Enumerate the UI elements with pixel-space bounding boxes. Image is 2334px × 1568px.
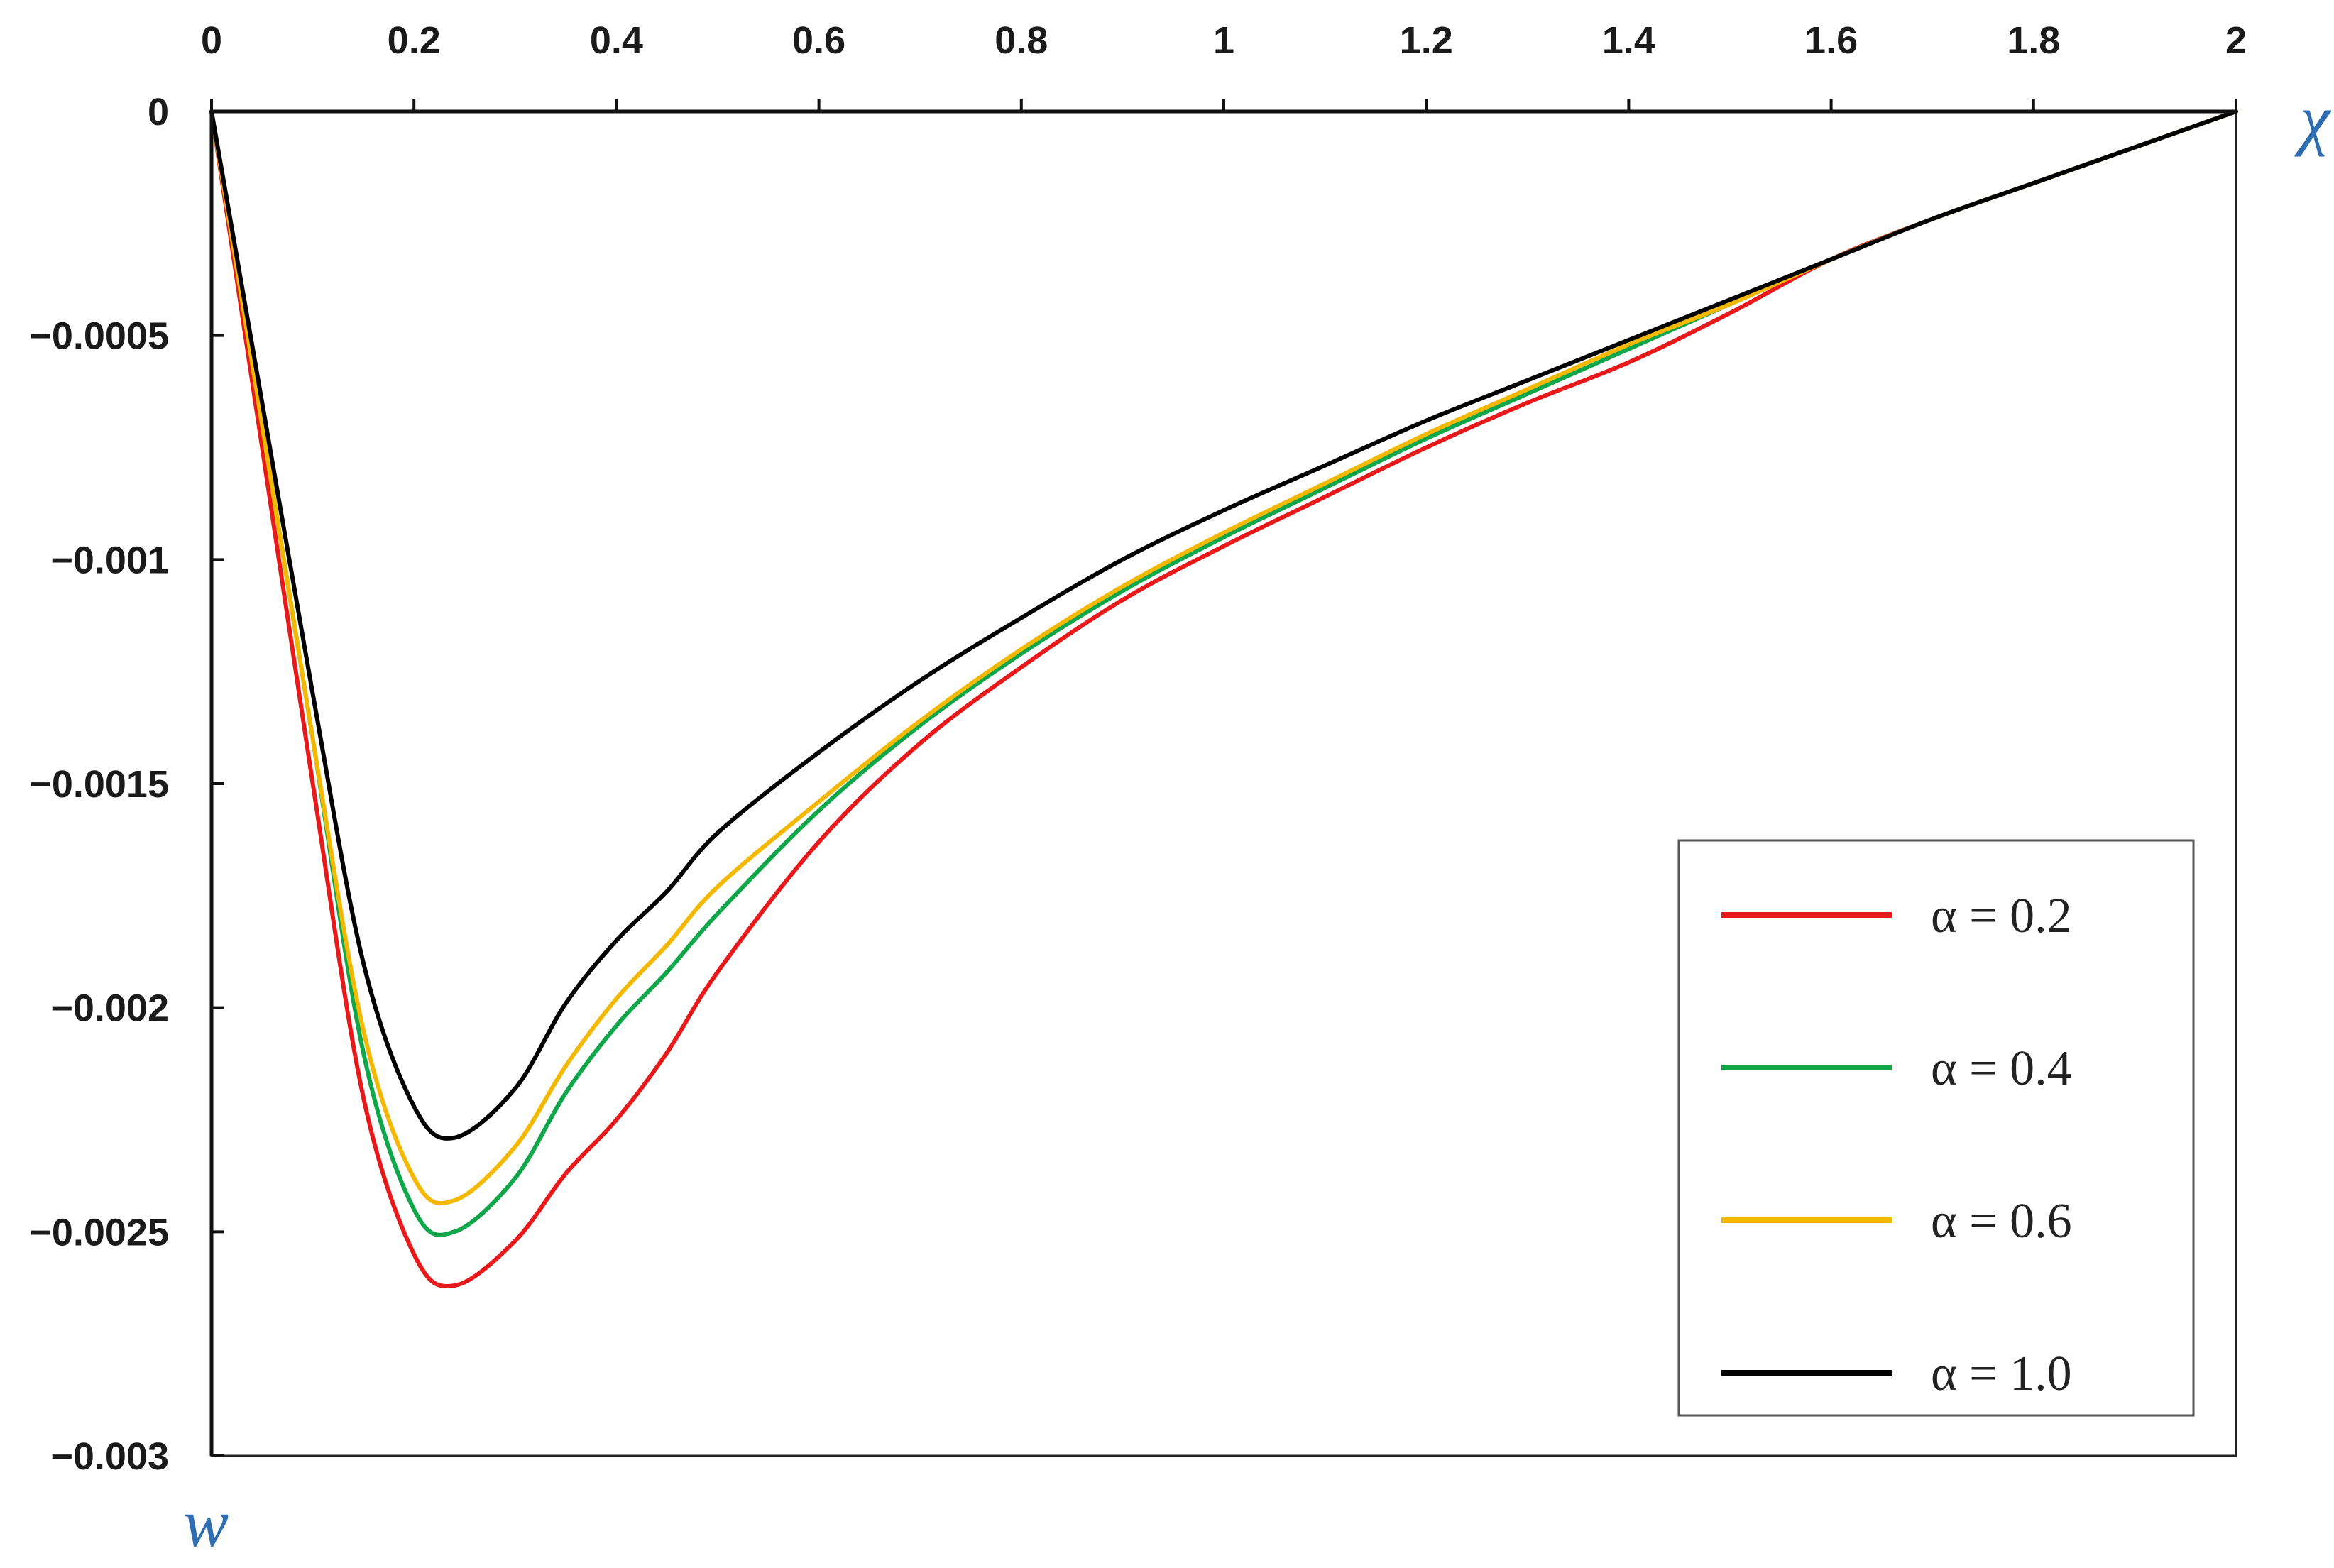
legend-box (1677, 839, 2195, 1417)
legend: α = 0.2 α = 0.4 α = 0.6 α = 1.0 (1677, 839, 2195, 1417)
y-tick-label: −0.003 (50, 1435, 169, 1478)
y-axis-title: w (183, 1485, 229, 1561)
y-tick-label: −0.002 (50, 987, 169, 1030)
legend-label: α = 1.0 (1931, 1347, 2072, 1401)
x-tick-label: 1.2 (1400, 19, 1453, 62)
y-tick-label: −0.0025 (29, 1211, 169, 1254)
y-tick-label: −0.001 (50, 539, 169, 581)
series-line-1 (209, 109, 2238, 1288)
x-tick-label: 0.6 (792, 19, 845, 62)
x-tick-label: 1 (1213, 19, 1234, 62)
x-tick-label: 0.4 (590, 19, 643, 62)
legend-label: α = 0.2 (1931, 889, 2072, 943)
x-tick-label: 0.2 (388, 19, 441, 62)
legend-label: α = 0.6 (1931, 1194, 2072, 1249)
x-tick-label: 0 (201, 19, 222, 62)
y-tick-label: −0.0015 (29, 763, 169, 806)
series-layer (209, 109, 2238, 1288)
y-tick-label: −0.0005 (29, 315, 169, 358)
x-axis-title: χ (2294, 81, 2332, 157)
y-tick-label: 0 (148, 91, 169, 133)
legend-label: α = 0.4 (1931, 1041, 2072, 1096)
x-tick-label: 1.8 (2007, 19, 2060, 62)
x-tick-label: 1.4 (1602, 19, 1655, 62)
x-tick-label: 1.6 (1804, 19, 1858, 62)
x-tick-label: 0.8 (995, 19, 1048, 62)
x-tick-label: 2 (2225, 19, 2247, 62)
series-line-4 (209, 109, 2238, 1141)
ticks-layer: 0 0.2 0.4 0.6 0.8 1 1.2 1.4 1.6 1.8 2 0 −0.0005 −0.00… (29, 19, 2247, 1478)
